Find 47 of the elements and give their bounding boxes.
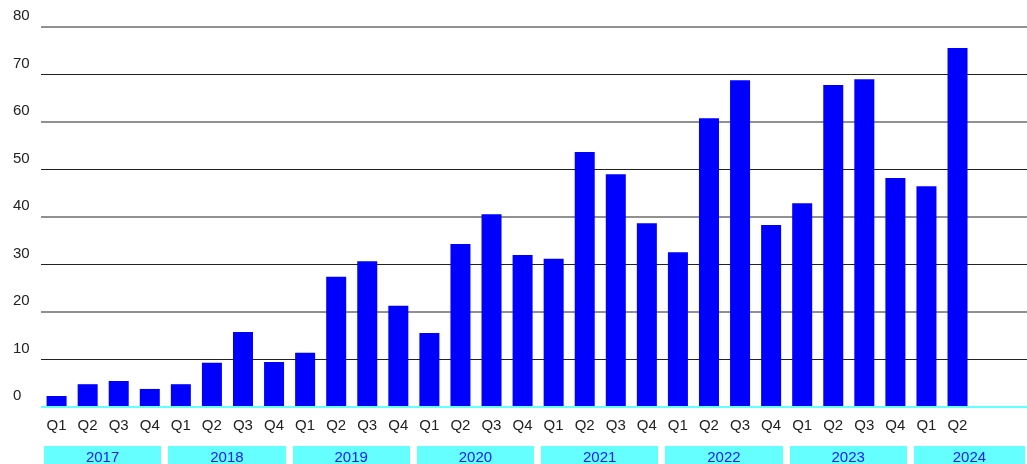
y-tick-label: 0	[13, 386, 22, 403]
x-tick-label: Q2	[450, 415, 471, 433]
x-tick-label: Q4	[636, 415, 657, 433]
y-tick-label: 30	[13, 243, 30, 261]
x-tick-label: Q4	[885, 415, 906, 433]
text: 2022	[665, 446, 783, 464]
y-tick-label: 80	[13, 6, 30, 23]
x-tick-label: Q4	[263, 415, 285, 433]
x-tick-label: Q3	[232, 415, 253, 433]
x-tick-label: Q3	[854, 415, 875, 433]
text: 2020	[416, 446, 535, 464]
y-tick-label: 60	[13, 101, 30, 118]
x-tick-label: Q1	[543, 415, 564, 433]
text: 2019	[292, 446, 410, 464]
x-tick-label: Q3	[605, 415, 626, 433]
x-tick-label: Q2	[823, 415, 844, 433]
x-tick-label: Q1	[46, 415, 67, 433]
x-tick-label: Q1	[170, 415, 191, 433]
x-tick-label: Q3	[729, 415, 751, 433]
y-tick-label: 70	[13, 53, 30, 71]
text: 2021	[541, 446, 659, 464]
x-tick-label: Q2	[326, 415, 347, 433]
x-tick-label: Q2	[698, 415, 719, 433]
y-tick-label: 20	[13, 291, 30, 308]
text: 2023	[789, 446, 907, 464]
x-tick-label: Q1	[295, 415, 316, 433]
x-tick-label: Q4	[139, 415, 160, 433]
x-tick-label: Q1	[916, 415, 937, 433]
y-tick-label: 40	[13, 196, 30, 213]
x-tick-label: Q1	[419, 415, 440, 433]
text: 2018	[168, 446, 286, 464]
x-tick-label: Q2	[201, 415, 222, 433]
x-tick-label: Q3	[108, 415, 129, 433]
x-tick-label: Q2	[77, 415, 98, 433]
x-tick-label: Q4	[512, 415, 533, 433]
x-tick-label: Q2	[947, 415, 968, 433]
x-tick-label: Q1	[792, 415, 813, 433]
x-tick-label: Q3	[481, 415, 502, 433]
x-tick-label: Q1	[667, 415, 688, 433]
x-tick-label: Q4	[388, 415, 409, 433]
text: 2024	[913, 446, 1025, 464]
y-tick-label: 10	[13, 338, 30, 356]
y-tick-label: 50	[13, 148, 30, 166]
text: 2017	[44, 446, 162, 464]
x-tick-label: Q3	[357, 415, 378, 433]
x-tick-label: Q2	[574, 415, 595, 433]
x-tick-label: Q4	[761, 415, 782, 433]
